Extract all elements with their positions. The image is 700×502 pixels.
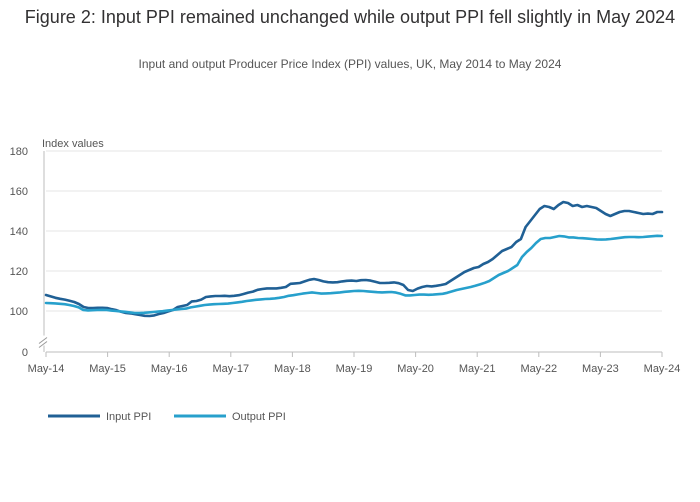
x-tick-label: May-16 <box>151 363 188 375</box>
y-axis-label: Index values <box>42 138 104 150</box>
axis-break-gap <box>39 335 49 346</box>
x-tick-label: May-21 <box>459 363 496 375</box>
x-tick-label: May-14 <box>28 363 65 375</box>
axes: 0 100 120 140 160 180 May-14 May-15 May-16 May-17… <box>10 146 681 375</box>
chart-title: Figure 2: Input PPI remained unchanged w… <box>24 7 676 27</box>
x-tick-label: May-15 <box>89 363 126 375</box>
grid <box>46 150 662 353</box>
series-line-output-ppi <box>44 234 664 315</box>
y-tick-label: 100 <box>10 306 28 318</box>
y-tick-label: 120 <box>10 266 28 278</box>
series-line-input-ppi <box>44 200 664 318</box>
x-tick-label: May-18 <box>274 363 311 375</box>
axis-break-mark <box>38 337 48 344</box>
x-tick-label: May-23 <box>582 363 619 375</box>
series-lines <box>44 200 664 318</box>
x-tick-label: May-20 <box>397 363 434 375</box>
x-tick-label: May-17 <box>212 363 249 375</box>
y-tick-label: 160 <box>10 186 28 198</box>
legend: Input PPI Output PPI <box>48 411 286 423</box>
y-tick-label: 0 <box>22 347 28 359</box>
chart-subtitle: Input and output Producer Price Index (P… <box>138 57 562 71</box>
x-tick-label: May-24 <box>644 363 681 375</box>
legend-label: Output PPI <box>232 411 286 423</box>
y-tick-label: 140 <box>10 226 28 238</box>
legend-label: Input PPI <box>106 411 151 423</box>
x-tick-label: May-19 <box>336 363 373 375</box>
axis-break-mark <box>38 341 48 348</box>
y-tick-label: 180 <box>10 146 28 158</box>
x-tick-label: May-22 <box>520 363 557 375</box>
